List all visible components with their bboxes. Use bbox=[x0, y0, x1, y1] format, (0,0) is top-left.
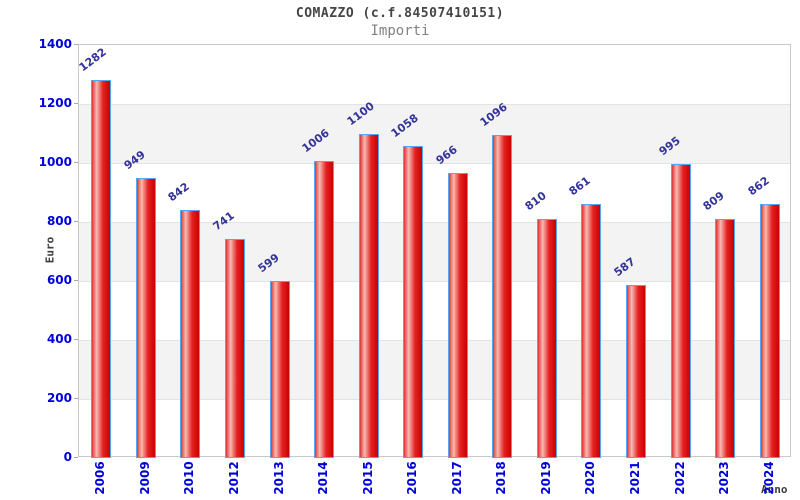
gridline bbox=[79, 222, 790, 223]
grid-band bbox=[79, 104, 790, 163]
bar bbox=[715, 219, 736, 458]
x-tick-label: 2022 bbox=[672, 461, 687, 495]
bar bbox=[447, 173, 468, 458]
bar bbox=[536, 219, 557, 458]
y-tick-label: 400 bbox=[46, 332, 72, 346]
gridline bbox=[79, 340, 790, 341]
x-tick-label: 2012 bbox=[226, 461, 241, 495]
x-tick-label: 2016 bbox=[405, 461, 420, 495]
bar bbox=[269, 281, 290, 458]
bar bbox=[224, 239, 245, 458]
x-tick-label: 2021 bbox=[628, 461, 643, 495]
bar bbox=[180, 209, 201, 458]
x-tick-label: 2010 bbox=[182, 461, 197, 495]
x-tick-label: 2013 bbox=[271, 461, 286, 495]
chart-subtitle: Importi bbox=[370, 23, 430, 39]
bar bbox=[135, 178, 156, 458]
gridline bbox=[79, 104, 790, 105]
y-tick-label: 1000 bbox=[38, 155, 72, 169]
gridline bbox=[79, 399, 790, 400]
plot-area bbox=[78, 44, 791, 458]
x-tick-label: 2009 bbox=[137, 461, 152, 495]
y-tick-mark bbox=[74, 280, 78, 281]
y-tick-label: 600 bbox=[46, 273, 72, 287]
x-tick-label: 2023 bbox=[717, 461, 732, 495]
x-tick-label: 2015 bbox=[360, 461, 375, 495]
gridline bbox=[79, 163, 790, 164]
x-tick-label: 2024 bbox=[761, 461, 776, 495]
y-tick-mark bbox=[74, 339, 78, 340]
y-tick-mark bbox=[74, 398, 78, 399]
x-tick-label: 2017 bbox=[449, 461, 464, 495]
y-tick-label: 1200 bbox=[38, 96, 72, 110]
x-tick-label: 2019 bbox=[538, 461, 553, 495]
bar bbox=[403, 145, 424, 458]
bar bbox=[759, 203, 780, 458]
x-tick-label: 2020 bbox=[583, 461, 598, 495]
bar bbox=[492, 134, 513, 458]
y-axis-title: Euro bbox=[43, 236, 57, 264]
y-tick-label: 0 bbox=[63, 450, 72, 464]
x-tick-label: 2006 bbox=[93, 461, 108, 495]
gridline bbox=[79, 281, 790, 282]
y-tick-mark bbox=[74, 162, 78, 163]
y-tick-mark bbox=[74, 457, 78, 458]
y-tick-mark bbox=[74, 103, 78, 104]
x-tick-label: 2014 bbox=[316, 461, 331, 495]
chart-title: COMAZZO (c.f.84507410151) bbox=[295, 6, 505, 21]
x-axis-title: Anno bbox=[761, 483, 788, 496]
bar bbox=[581, 204, 602, 458]
bar bbox=[358, 133, 379, 458]
bar bbox=[91, 79, 112, 458]
x-tick-label: 2018 bbox=[494, 461, 509, 495]
y-tick-mark bbox=[74, 44, 78, 45]
y-tick-label: 1400 bbox=[38, 37, 72, 51]
bar bbox=[670, 164, 691, 458]
bar bbox=[626, 284, 647, 458]
y-tick-mark bbox=[74, 221, 78, 222]
y-tick-label: 200 bbox=[46, 391, 72, 405]
bar bbox=[314, 161, 335, 458]
y-tick-label: 800 bbox=[46, 214, 72, 228]
